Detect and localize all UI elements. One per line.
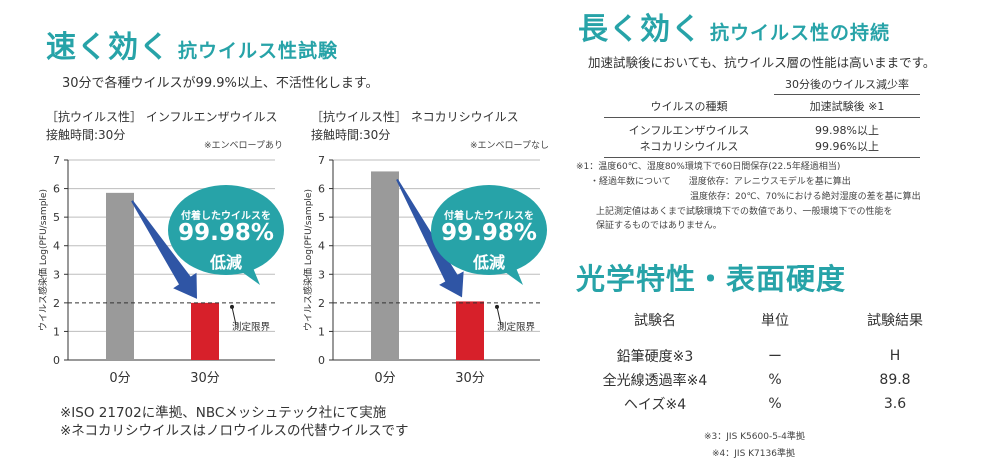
vt-col2-head: 加速試験後 ※1 — [774, 94, 920, 118]
x-tick-label: 0分 — [374, 371, 395, 386]
chart2-note: ※エンベロープなし — [470, 141, 550, 151]
detection-limit-label: 測定限界 — [232, 321, 271, 333]
y-axis-label: ウイルス感染価 Log(PFU/sample) — [37, 189, 49, 331]
pt-head: 試験結果 — [867, 313, 923, 329]
chart1-callout-l2: 99.98% — [178, 220, 274, 246]
pt-head: 単位 — [761, 313, 789, 329]
chart1-callout-shape — [168, 185, 284, 285]
vt-cell: インフルエンザウイルス — [628, 124, 750, 137]
x-tick-label: 0分 — [109, 371, 130, 386]
y-tick-label: 2 — [53, 297, 60, 310]
chart1-note: ※エンベロープあり — [204, 141, 284, 151]
pt-row: ヘイズ※4 % 3.6 — [590, 392, 960, 416]
chart1-callout-l3: 低減 — [209, 253, 242, 272]
pt-cell: ヘイズ※4 — [623, 397, 687, 413]
vt-col1-head: ウイルスの種類 — [604, 94, 774, 118]
chart2-callout-l2: 99.98% — [441, 220, 537, 246]
pt-cell: % — [768, 396, 782, 412]
y-tick-label: 2 — [318, 297, 325, 310]
detection-limit-leader — [496, 306, 502, 325]
y-tick-label: 6 — [53, 183, 60, 196]
y-tick-label: 5 — [53, 211, 60, 224]
pt-cell: H — [889, 348, 901, 364]
y-tick-label: 3 — [53, 268, 60, 281]
right-title2: 光学特性・表面硬度 — [576, 262, 847, 296]
pt-cell: ー — [768, 349, 782, 365]
optical-hardness-table: 試験名 単位 試験結果 鉛筆硬度※3 ー H 全光線透過率※4 % 89.8 ヘ… — [590, 310, 960, 416]
chart1-callout: 付着したウイルスを 99.98% 低減 — [165, 185, 287, 285]
x-tick-label: 30分 — [190, 371, 220, 386]
pt-cell: 3.6 — [883, 396, 907, 412]
vt-cell: ネコカリシウイルス — [604, 138, 774, 158]
y-tick-label: 1 — [53, 325, 60, 338]
y-tick-label: 4 — [53, 240, 60, 253]
vt-row: インフルエンザウイルス 99.98%以上 — [604, 118, 920, 139]
y-axis-label: ウイルス感染価 Log(PFU/sample) — [302, 189, 314, 331]
pt-cell: 89.8 — [879, 372, 911, 388]
pt-cell: 全光線透過率※4 — [602, 373, 708, 389]
reduction-arrow — [131, 200, 197, 299]
chart2-callout: 付着したウイルスを 99.98% 低減 — [428, 185, 550, 285]
right-note-3: 温度依存：20℃、70%における絶対湿度の差を基に算出 — [690, 192, 921, 202]
bar-initial — [371, 171, 399, 360]
right-note-5: 保証するものではありません。 — [596, 221, 722, 231]
y-tick-label: 0 — [318, 354, 325, 367]
pt-cell: % — [768, 372, 782, 388]
y-tick-label: 4 — [318, 240, 325, 253]
vt-group-head: 30分後のウイルス減少率 — [774, 76, 920, 95]
left-lead: 30分で各種ウイルスが99.9%以上、不活性化します。 — [62, 76, 379, 91]
chart1-head2: 接触時間:30分 — [46, 128, 126, 142]
detection-limit-label: 測定限界 — [497, 321, 536, 333]
y-tick-label: 0 — [53, 354, 60, 367]
chart2-head2: 接触時間:30分 — [311, 128, 391, 142]
vt-cell: 99.96%以上 — [774, 138, 920, 158]
bar-initial — [106, 192, 134, 360]
chart1-head1: ［抗ウイルス性］ インフルエンザウイルス — [46, 110, 278, 124]
right-lead: 加速試験後においても、抗ウイルス層の性能は高いままです。 — [588, 55, 936, 70]
right-pnote2: ※4：JIS K7136準拠 — [712, 449, 795, 459]
right-pnote1: ※3：JIS K5600-5-4準拠 — [704, 432, 805, 442]
y-tick-label: 7 — [318, 154, 325, 167]
left-title: 速く効く 抗ウイルス性試験 — [46, 22, 338, 66]
pt-row: 鉛筆硬度※3 ー H — [590, 344, 960, 368]
left-footnote2: ※ネコカリシウイルスはノロウイルスの代替ウイルスです — [60, 423, 409, 439]
y-tick-label: 5 — [318, 211, 325, 224]
pt-head: 試験名 — [634, 313, 676, 329]
y-tick-label: 6 — [318, 183, 325, 196]
vt-row: ネコカリシウイルス 99.96%以上 — [604, 138, 920, 158]
y-tick-label: 1 — [318, 325, 325, 338]
pt-cell: 鉛筆硬度※3 — [616, 349, 694, 365]
chart2-callout-l1: 付着したウイルスを — [444, 211, 534, 222]
y-tick-label: 3 — [318, 268, 325, 281]
y-tick-label: 7 — [53, 154, 60, 167]
pt-row: 全光線透過率※4 % 89.8 — [590, 368, 960, 392]
left-title-main: 速く効く — [46, 30, 170, 65]
right-note-4: 上記測定値はあくまで試験環境下での数値であり、一般環境下での性能を — [596, 207, 893, 217]
chart2-callout-l3: 低減 — [472, 253, 505, 272]
right-title: 長く効く 抗ウイルス性の持続 — [578, 4, 890, 48]
vt-cell: 99.98%以上 — [815, 124, 879, 137]
left-footnote1: ※ISO 21702に準拠、NBCメッシュテック社にて実施 — [60, 405, 387, 421]
chart2-callout-shape — [431, 185, 547, 285]
right-title-main: 長く効く — [578, 12, 702, 47]
reduction-arrow — [396, 178, 464, 298]
left-subtitle: 抗ウイルス性試験 — [178, 40, 339, 62]
detection-limit-leader — [231, 306, 237, 325]
right-note-2: ・経過年数について 湿度依存：アレニウスモデルを基に算出 — [590, 177, 851, 187]
virus-reduction-table: 30分後のウイルス減少率 ウイルスの種類 加速試験後 ※1 インフルエンザウイル… — [604, 76, 920, 158]
right-subtitle: 抗ウイルス性の持続 — [710, 22, 891, 44]
bar-after — [456, 301, 484, 360]
right-note-1: ※1：温度60℃、湿度80%環境下で60日間保存(22.5年経過相当) — [576, 162, 841, 172]
bar-after — [191, 302, 219, 360]
chart1-callout-l1: 付着したウイルスを — [181, 211, 271, 222]
chart2-head1: ［抗ウイルス性］ ネコカリシウイルス — [311, 110, 519, 124]
x-tick-label: 30分 — [455, 371, 485, 386]
